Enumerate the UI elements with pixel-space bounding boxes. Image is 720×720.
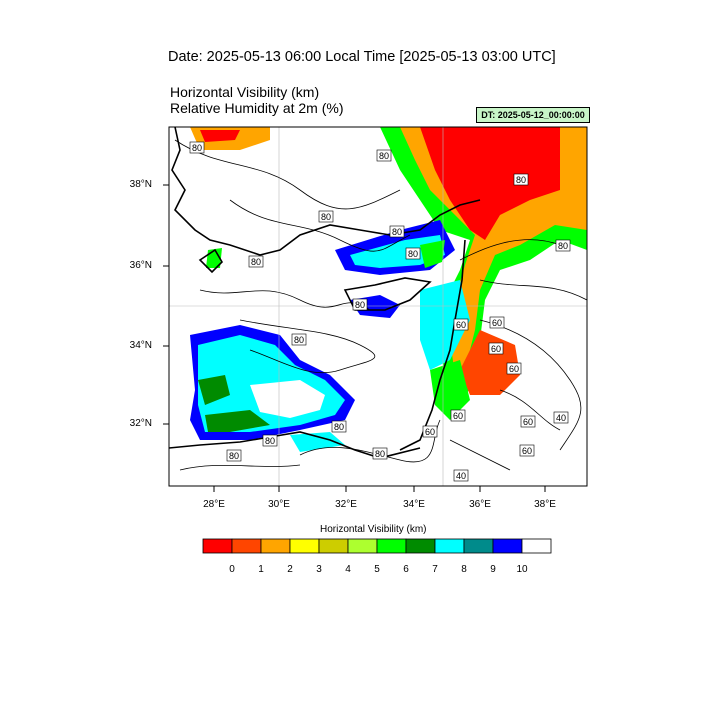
legend-swatch xyxy=(521,538,552,554)
lon-label-32e: 32°E xyxy=(335,499,357,510)
contour-label: 80 xyxy=(516,175,526,185)
contour-label-box xyxy=(422,425,438,438)
legend-swatch xyxy=(202,538,233,554)
legend-swatch xyxy=(376,538,407,554)
legend-tick-label: 0 xyxy=(229,564,235,575)
lat-label-32n: 32°N xyxy=(129,418,152,429)
contour-label-box xyxy=(376,149,392,162)
contour-label-box xyxy=(189,141,205,154)
legend-tick-label: 3 xyxy=(316,564,322,575)
contour-label-box xyxy=(553,411,569,424)
legend-tick-label: 7 xyxy=(432,564,438,575)
variable-title-visibility: Horizontal Visibility (km) xyxy=(170,84,320,100)
grid-lines xyxy=(169,127,587,486)
variable-title-humidity: Relative Humidity at 2m (%) xyxy=(170,100,344,116)
legend-tick-label: 4 xyxy=(345,564,351,575)
contour-label-box xyxy=(513,173,529,186)
contour-label-box xyxy=(555,239,571,252)
visibility-fill xyxy=(190,127,587,452)
contour-label-group: 80 80 80 80 80 80 80 80 80 80 60 60 60 60 80 80 60 60 60 40… xyxy=(189,141,571,482)
contour-label: 60 xyxy=(425,427,435,437)
contour-label: 80 xyxy=(192,143,202,153)
legend-swatch xyxy=(289,538,320,554)
contour-label-box xyxy=(453,469,469,482)
contour-label-box xyxy=(488,342,504,355)
contour-label: 80 xyxy=(265,436,275,446)
contour-label: 60 xyxy=(522,446,532,456)
legend-tick-label: 8 xyxy=(461,564,467,575)
contour-label-box xyxy=(372,447,388,460)
contour-label-box xyxy=(519,444,535,457)
axis-ticks xyxy=(163,184,546,492)
contour-label-box xyxy=(352,298,368,311)
lat-label-36n: 36°N xyxy=(129,260,152,271)
contour-label-box xyxy=(389,225,405,238)
legend-swatch xyxy=(463,538,494,554)
contour-label: 40 xyxy=(556,413,566,423)
contour-label-box xyxy=(450,409,466,422)
contour-label: 60 xyxy=(509,364,519,374)
legend-swatch xyxy=(347,538,378,554)
contour-label: 80 xyxy=(408,249,418,259)
map-frame xyxy=(168,126,588,487)
contour-label: 80 xyxy=(294,335,304,345)
contour-label-box xyxy=(405,247,421,260)
lat-label-34n: 34°N xyxy=(129,340,152,351)
contour-label: 80 xyxy=(321,212,331,222)
legend-tick-label: 5 xyxy=(374,564,380,575)
contour-label: 40 xyxy=(456,471,466,481)
legend-tick-label: 1 xyxy=(258,564,264,575)
contour-label-box xyxy=(453,318,469,331)
legend-tick-label: 6 xyxy=(403,564,409,575)
legend-tick-label: 10 xyxy=(516,564,528,575)
legend-swatch xyxy=(405,538,436,554)
legend-swatch xyxy=(492,538,523,554)
contour-label: 60 xyxy=(492,318,502,328)
contour-label-box xyxy=(226,449,242,462)
lon-label-38e: 38°E xyxy=(534,499,556,510)
legend-colorbar xyxy=(202,538,552,554)
contour-label: 60 xyxy=(523,417,533,427)
contour-label-box xyxy=(262,434,278,447)
contour-label: 80 xyxy=(375,449,385,459)
legend-swatch xyxy=(318,538,349,554)
humidity-contours xyxy=(174,139,587,471)
date-title: Date: 2025-05-13 06:00 Local Time [2025-… xyxy=(168,49,556,65)
dt-badge: DT: 2025-05-12_00:00:00 xyxy=(476,107,590,123)
lon-label-34e: 34°E xyxy=(403,499,425,510)
contour-label: 80 xyxy=(558,241,568,251)
contour-label-box xyxy=(489,316,505,329)
contour-label-box xyxy=(331,420,347,433)
contour-label: 80 xyxy=(251,257,261,267)
contour-label-box xyxy=(520,415,536,428)
contour-label-box xyxy=(506,362,522,375)
lon-label-36e: 36°E xyxy=(469,499,491,510)
contour-label-box xyxy=(248,255,264,268)
contour-label: 60 xyxy=(456,320,466,330)
legend-tick-label: 2 xyxy=(287,564,293,575)
legend-swatch xyxy=(260,538,291,554)
contour-label-box xyxy=(318,210,334,223)
contour-label: 80 xyxy=(334,422,344,432)
lon-label-30e: 30°E xyxy=(268,499,290,510)
lat-label-38n: 38°N xyxy=(129,179,152,190)
contour-label: 80 xyxy=(229,451,239,461)
legend-swatch xyxy=(231,538,262,554)
contour-label: 60 xyxy=(453,411,463,421)
contour-label-box xyxy=(291,333,307,346)
contour-label: 80 xyxy=(392,227,402,237)
lon-label-28e: 28°E xyxy=(203,499,225,510)
legend-tick-label: 9 xyxy=(490,564,496,575)
legend-title: Horizontal Visibility (km) xyxy=(320,524,427,535)
contour-label: 60 xyxy=(491,344,501,354)
legend-swatch xyxy=(434,538,465,554)
contour-label: 80 xyxy=(355,300,365,310)
contour-label: 80 xyxy=(379,151,389,161)
